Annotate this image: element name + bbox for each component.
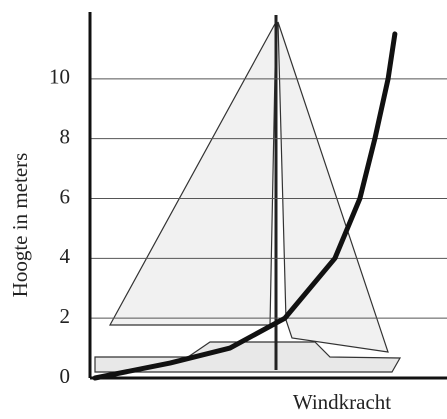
chart: Hoogte in meters Windkracht 0 2 4 6 8 10 (0, 0, 447, 419)
y-tick-label: 4 (60, 244, 71, 268)
y-tick-label: 10 (49, 65, 70, 89)
jib-sail (110, 22, 276, 325)
y-tick-label: 2 (60, 304, 71, 328)
y-tick-label: 0 (60, 364, 71, 388)
x-axis-label: Windkracht (293, 390, 391, 414)
y-tick-label: 8 (60, 124, 71, 148)
main-sail (278, 22, 388, 352)
y-axis-label: Hoogte in meters (8, 153, 32, 298)
y-tick-label: 6 (60, 184, 71, 208)
